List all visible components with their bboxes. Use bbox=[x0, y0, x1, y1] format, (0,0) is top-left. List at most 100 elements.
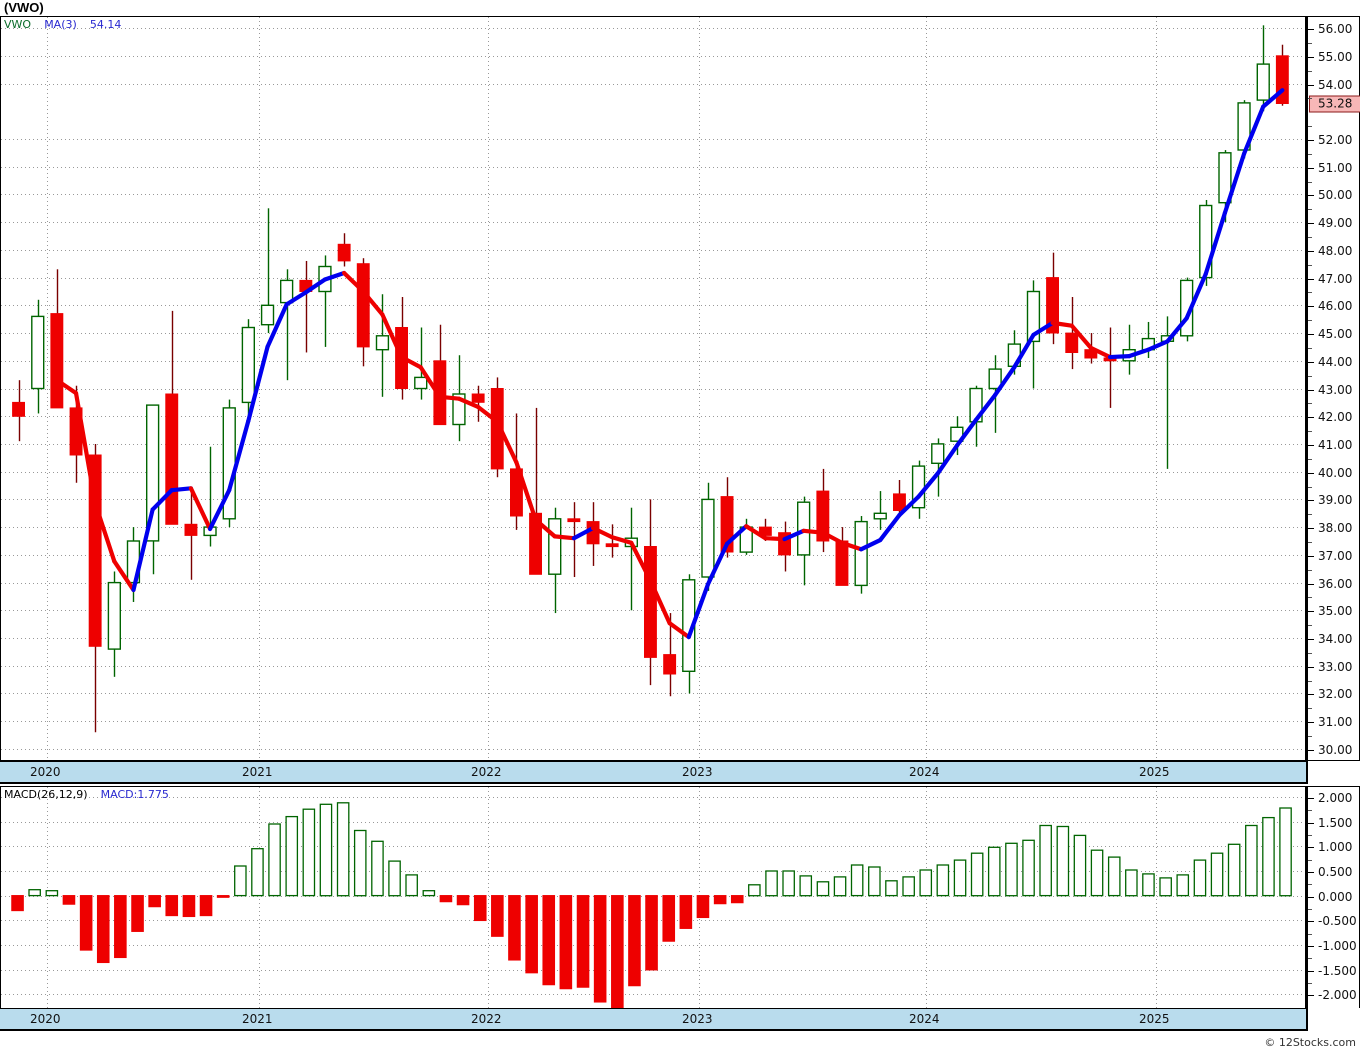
title-bar: (VWO) bbox=[0, 0, 1360, 16]
price-axis-tick bbox=[1308, 722, 1314, 723]
price-chart-panel: VWO MA(3) 54.14 bbox=[0, 16, 1306, 761]
macd-axis-tick bbox=[1308, 872, 1314, 873]
macd-x-axis-label: 2025 bbox=[1139, 1012, 1170, 1026]
price-axis-minor-tick bbox=[1308, 514, 1312, 515]
price-axis-label: 31.00 bbox=[1318, 715, 1353, 730]
legend-macd-value: MACD:1.775 bbox=[100, 788, 169, 801]
price-axis-label: 33.00 bbox=[1318, 659, 1353, 674]
price-x-axis-label: 2020 bbox=[30, 765, 61, 779]
price-axis-minor-tick bbox=[1308, 403, 1312, 404]
macd-axis-label: 1.500 bbox=[1318, 815, 1353, 830]
price-axis-tick bbox=[1308, 362, 1314, 363]
macd-axis-minor-tick bbox=[1308, 909, 1312, 910]
macd-axis-minor-tick bbox=[1308, 934, 1312, 935]
price-axis-tick bbox=[1308, 473, 1314, 474]
price-axis-minor-tick bbox=[1308, 487, 1312, 488]
macd-axis-label: -1.500 bbox=[1318, 963, 1357, 978]
price-axis-label: 40.00 bbox=[1318, 465, 1353, 480]
price-axis-tick bbox=[1308, 279, 1314, 280]
price-axis-tick bbox=[1308, 334, 1314, 335]
watermark-credit: © 12Stocks.com bbox=[1264, 1036, 1356, 1049]
price-axis-label: 46.00 bbox=[1318, 299, 1353, 314]
macd-axis-label: -2.000 bbox=[1318, 988, 1357, 1003]
macd-axis-tick bbox=[1308, 971, 1314, 972]
price-axis-minor-tick bbox=[1308, 542, 1312, 543]
macd-y-axis: 2.000 1.500 1.000 0.500 0.000 -0.500 -1.000 -1.… bbox=[1306, 786, 1360, 1031]
price-axis-minor-tick bbox=[1308, 625, 1312, 626]
price-x-axis-label: 2024 bbox=[909, 765, 940, 779]
price-axis-label: 35.00 bbox=[1318, 604, 1353, 619]
price-axis-minor-tick bbox=[1308, 154, 1312, 155]
macd-chart-panel: MACD(26,12,9) MACD:1.775 bbox=[0, 786, 1306, 1031]
price-x-axis-label: 2023 bbox=[682, 765, 713, 779]
page-title: (VWO) bbox=[4, 0, 44, 15]
price-axis-tick bbox=[1308, 223, 1314, 224]
price-axis-label: 56.00 bbox=[1318, 22, 1353, 37]
price-axis-label: 43.00 bbox=[1318, 382, 1353, 397]
price-axis-minor-tick bbox=[1308, 736, 1312, 737]
price-axis-label: 55.00 bbox=[1318, 49, 1353, 64]
price-axis-label: 49.00 bbox=[1318, 216, 1353, 231]
price-axis-tick bbox=[1308, 85, 1314, 86]
price-plot-area bbox=[1, 17, 1305, 760]
macd-axis-label: 2.000 bbox=[1318, 790, 1353, 805]
macd-axis-tick bbox=[1308, 897, 1314, 898]
price-axis-tick bbox=[1308, 168, 1314, 169]
macd-axis-label: -1.000 bbox=[1318, 939, 1357, 954]
macd-axis-label: 0.500 bbox=[1318, 864, 1353, 879]
legend-macd-name: MACD(26,12,9) bbox=[4, 788, 88, 801]
price-axis-minor-tick bbox=[1308, 653, 1312, 654]
macd-axis-minor-tick bbox=[1308, 810, 1312, 811]
macd-axis-label: -0.500 bbox=[1318, 914, 1357, 929]
price-axis-minor-tick bbox=[1308, 43, 1312, 44]
price-axis-tick bbox=[1308, 667, 1314, 668]
macd-x-axis-cap bbox=[1306, 1008, 1360, 1031]
macd-axis-label: 1.000 bbox=[1318, 840, 1353, 855]
price-axis-label: 45.00 bbox=[1318, 327, 1353, 342]
price-axis-tick bbox=[1308, 306, 1314, 307]
price-axis-tick bbox=[1308, 556, 1314, 557]
macd-axis-tick bbox=[1308, 823, 1314, 824]
macd-x-axis-label: 2023 bbox=[682, 1012, 713, 1026]
macd-axis-minor-tick bbox=[1308, 860, 1312, 861]
price-axis-minor-tick bbox=[1308, 237, 1312, 238]
macd-axis-minor-tick bbox=[1308, 983, 1312, 984]
price-axis-minor-tick bbox=[1308, 320, 1312, 321]
price-axis-minor-tick bbox=[1308, 431, 1312, 432]
price-axis-minor-tick bbox=[1308, 265, 1312, 266]
macd-x-axis-label: 2021 bbox=[242, 1012, 273, 1026]
price-axis-tick bbox=[1308, 251, 1314, 252]
price-axis-label: 37.00 bbox=[1318, 548, 1353, 563]
price-axis-label: 34.00 bbox=[1318, 632, 1353, 646]
price-candlestick-svg bbox=[1, 17, 1305, 760]
price-axis-minor-tick bbox=[1308, 570, 1312, 571]
price-x-axis-cap bbox=[1306, 761, 1360, 784]
price-axis-minor-tick bbox=[1308, 292, 1312, 293]
price-axis-minor-tick bbox=[1308, 348, 1312, 349]
price-axis-tick bbox=[1308, 57, 1314, 58]
price-axis-label: 41.00 bbox=[1318, 437, 1353, 452]
price-axis-label: 51.00 bbox=[1318, 160, 1353, 175]
price-axis-label: 54.00 bbox=[1318, 77, 1353, 92]
macd-axis-minor-tick bbox=[1308, 835, 1312, 836]
macd-legend: MACD(26,12,9) MACD:1.775 bbox=[4, 788, 169, 801]
price-axis-minor-tick bbox=[1308, 597, 1312, 598]
price-axis-label: 38.00 bbox=[1318, 521, 1353, 536]
price-axis-tick bbox=[1308, 750, 1314, 751]
price-y-axis: 53.28 56.00 55.00 54.00 52.00 51.00 50.00 49.0… bbox=[1306, 16, 1360, 761]
price-x-axis: 2020 2021 2022 2023 2024 2025 bbox=[0, 761, 1306, 784]
price-axis-tick bbox=[1308, 390, 1314, 391]
price-axis-minor-tick bbox=[1308, 182, 1312, 183]
price-legend: VWO MA(3) 54.14 bbox=[4, 18, 121, 31]
price-axis-minor-tick bbox=[1308, 681, 1312, 682]
macd-axis-tick bbox=[1308, 798, 1314, 799]
macd-axis-tick bbox=[1308, 847, 1314, 848]
price-axis-tick bbox=[1308, 611, 1314, 612]
macd-axis-label: 0.000 bbox=[1318, 889, 1353, 904]
price-axis-tick bbox=[1308, 417, 1314, 418]
price-axis-tick bbox=[1308, 584, 1314, 585]
price-axis-minor-tick bbox=[1308, 708, 1312, 709]
macd-axis-minor-tick bbox=[1308, 958, 1312, 959]
price-axis-label: 50.00 bbox=[1318, 188, 1353, 203]
